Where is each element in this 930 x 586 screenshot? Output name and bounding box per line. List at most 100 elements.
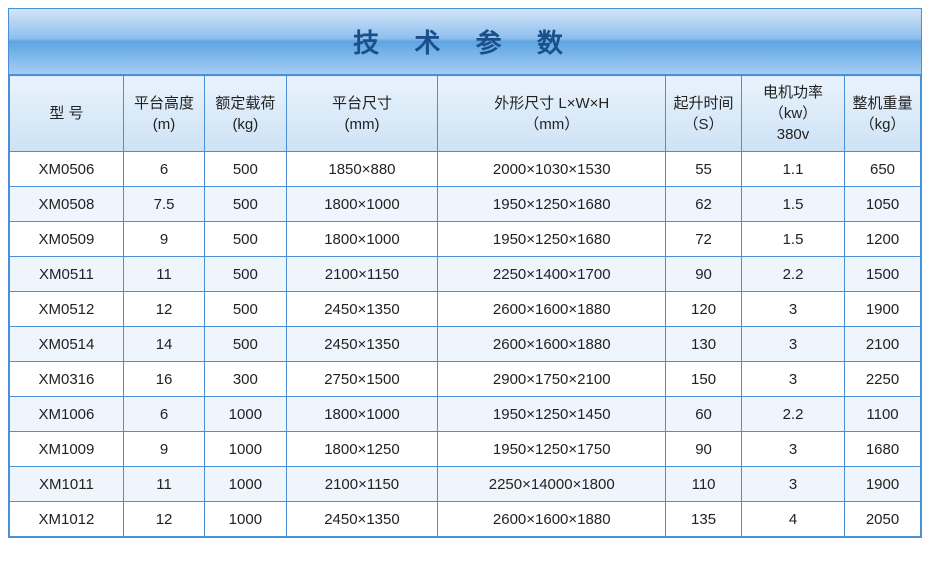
col-header-2: 额定载荷(kg): [205, 76, 286, 152]
col-header-label: 型 号: [14, 103, 119, 124]
col-header-3: 平台尺寸(mm): [286, 76, 438, 152]
cell: 11: [123, 467, 204, 502]
cell: 2050: [845, 502, 921, 537]
cell: 3: [742, 432, 845, 467]
cell: 1680: [845, 432, 921, 467]
spec-table: 型 号平台高度(m)额定载荷(kg)平台尺寸(mm)外形尺寸 L×W×H（mm）…: [9, 75, 921, 537]
cell: 2750×1500: [286, 362, 438, 397]
cell: 1.5: [742, 187, 845, 222]
cell: 130: [666, 327, 742, 362]
col-header-unit: (m): [128, 114, 200, 135]
cell: 2100×1150: [286, 257, 438, 292]
cell: XM1006: [10, 397, 124, 432]
col-header-unit: 380v: [746, 124, 840, 145]
cell: 650: [845, 152, 921, 187]
cell: 12: [123, 292, 204, 327]
col-header-unit: （kg）: [849, 114, 916, 135]
cell: 1000: [205, 467, 286, 502]
cell: XM0512: [10, 292, 124, 327]
table-row: XM050665001850×8802000×1030×1530551.1650: [10, 152, 921, 187]
cell: 2600×1600×1880: [438, 502, 666, 537]
cell: 120: [666, 292, 742, 327]
col-header-label: 平台高度: [128, 93, 200, 114]
cell: XM0509: [10, 222, 124, 257]
table-row: XM1006610001800×10001950×1250×1450602.21…: [10, 397, 921, 432]
cell: 2250×1400×1700: [438, 257, 666, 292]
cell: 2450×1350: [286, 327, 438, 362]
cell: 3: [742, 467, 845, 502]
table-row: XM05087.55001800×10001950×1250×1680621.5…: [10, 187, 921, 222]
cell: XM0508: [10, 187, 124, 222]
cell: 4: [742, 502, 845, 537]
cell: 1800×1000: [286, 397, 438, 432]
cell: 150: [666, 362, 742, 397]
col-header-label: 外形尺寸 L×W×H: [442, 93, 661, 114]
cell: 1900: [845, 292, 921, 327]
cell: 2250: [845, 362, 921, 397]
cell: 3: [742, 327, 845, 362]
cell: 1.5: [742, 222, 845, 257]
title-bar: 技 术 参 数: [9, 9, 921, 75]
cell: 2450×1350: [286, 292, 438, 327]
col-header-label: 额定载荷: [209, 93, 281, 114]
cell: 1000: [205, 432, 286, 467]
cell: 9: [123, 432, 204, 467]
cell: 1050: [845, 187, 921, 222]
cell: 6: [123, 397, 204, 432]
col-header-4: 外形尺寸 L×W×H（mm）: [438, 76, 666, 152]
col-header-0: 型 号: [10, 76, 124, 152]
cell: 1850×880: [286, 152, 438, 187]
col-header-5: 起升时间（S）: [666, 76, 742, 152]
cell: 500: [205, 187, 286, 222]
col-header-label: 平台尺寸: [291, 93, 434, 114]
cell: XM1011: [10, 467, 124, 502]
col-header-label: 起升时间: [670, 93, 737, 114]
cell: XM1009: [10, 432, 124, 467]
cell: 500: [205, 327, 286, 362]
table-row: XM10111110002100×11502250×14000×18001103…: [10, 467, 921, 502]
cell: 1000: [205, 502, 286, 537]
cell: 9: [123, 222, 204, 257]
cell: 62: [666, 187, 742, 222]
table-row: XM050995001800×10001950×1250×1680721.512…: [10, 222, 921, 257]
cell: 2900×1750×2100: [438, 362, 666, 397]
table-title: 技 术 参 数: [353, 28, 577, 58]
col-header-label: 电机功率（kw）: [746, 82, 840, 124]
cell: 135: [666, 502, 742, 537]
col-header-unit: （S）: [670, 114, 737, 135]
cell: 2.2: [742, 397, 845, 432]
cell: XM1012: [10, 502, 124, 537]
col-header-label: 整机重量: [849, 93, 916, 114]
cell: 2450×1350: [286, 502, 438, 537]
cell: XM0506: [10, 152, 124, 187]
table-row: XM10121210002450×13502600×1600×188013542…: [10, 502, 921, 537]
cell: 2100: [845, 327, 921, 362]
col-header-1: 平台高度(m): [123, 76, 204, 152]
cell: 90: [666, 257, 742, 292]
cell: 1100: [845, 397, 921, 432]
cell: 1950×1250×1680: [438, 187, 666, 222]
cell: 2000×1030×1530: [438, 152, 666, 187]
cell: 1800×1000: [286, 222, 438, 257]
cell: 300: [205, 362, 286, 397]
cell: 500: [205, 257, 286, 292]
cell: 11: [123, 257, 204, 292]
cell: 500: [205, 222, 286, 257]
col-header-7: 整机重量（kg）: [845, 76, 921, 152]
cell: 500: [205, 152, 286, 187]
cell: 3: [742, 362, 845, 397]
cell: 16: [123, 362, 204, 397]
cell: 110: [666, 467, 742, 502]
col-header-unit: （mm）: [442, 114, 661, 135]
cell: XM0511: [10, 257, 124, 292]
cell: 7.5: [123, 187, 204, 222]
cell: 55: [666, 152, 742, 187]
header-row: 型 号平台高度(m)额定载荷(kg)平台尺寸(mm)外形尺寸 L×W×H（mm）…: [10, 76, 921, 152]
cell: 1000: [205, 397, 286, 432]
col-header-6: 电机功率（kw）380v: [742, 76, 845, 152]
cell: 90: [666, 432, 742, 467]
cell: 60: [666, 397, 742, 432]
cell: 72: [666, 222, 742, 257]
cell: 1950×1250×1750: [438, 432, 666, 467]
cell: 1950×1250×1680: [438, 222, 666, 257]
